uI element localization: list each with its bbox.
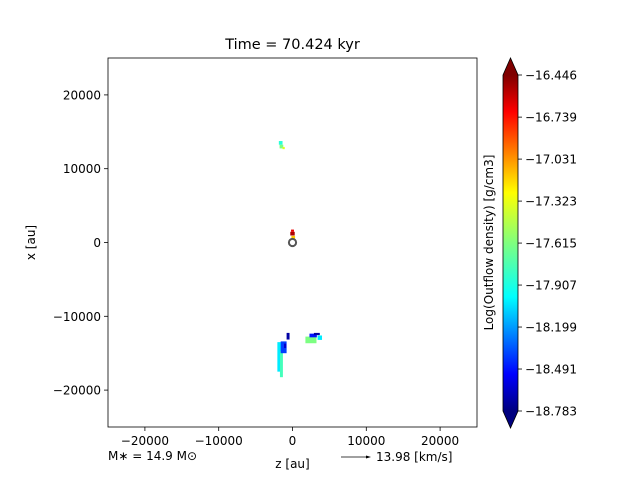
- y-axis-ticks: 20000 10000 0 −10000 −20000: [53, 88, 108, 398]
- colorbar-tick-label: −16.446: [525, 69, 577, 83]
- outflow-patch: [317, 335, 323, 340]
- colorbar: −16.446 −16.739 −17.031 −17.323 −17.615 −17.9…: [502, 57, 577, 429]
- y-tick-label: 10000: [63, 162, 101, 176]
- outflow-patch: [290, 231, 295, 236]
- y-tick-label: 20000: [63, 88, 101, 102]
- outflow-patch: [277, 342, 283, 372]
- y-tick-label: −20000: [53, 384, 101, 398]
- y-axis-label: x [au]: [24, 225, 38, 260]
- outflow-patch: [280, 341, 287, 354]
- velocity-scale-arrow: [341, 455, 371, 459]
- stellar-mass-annotation: M∗ = 14.9 M⊙: [108, 449, 197, 463]
- outflow-patches: [277, 141, 323, 378]
- y-tick-label: 0: [93, 236, 101, 250]
- colorbar-tick-label: −17.031: [525, 153, 577, 167]
- colorbar-tick-label: −17.907: [525, 279, 577, 293]
- outflow-patch: [279, 144, 284, 149]
- colorbar-tick-label: −18.783: [525, 405, 577, 419]
- colorbar-ticks: −16.446 −16.739 −17.031 −17.323 −17.615 −17.9…: [518, 69, 577, 419]
- x-tick-label: −20000: [121, 434, 169, 448]
- outflow-patch: [282, 146, 285, 150]
- colorbar-label: Log(Outflow density) [g/cm3]: [482, 155, 496, 331]
- outflow-patch: [305, 336, 317, 344]
- outflow-patch: [313, 332, 320, 336]
- colorbar-tick-label: −18.491: [525, 363, 577, 377]
- x-axis-ticks: −20000 −10000 0 10000 20000: [121, 427, 459, 448]
- x-axis-label: z [au]: [275, 457, 309, 471]
- outflow-patch: [278, 141, 283, 145]
- outflow-patch: [279, 351, 283, 378]
- colorbar-gradient: [503, 75, 518, 411]
- chart-title: Time = 70.424 kyr: [224, 37, 360, 53]
- outflow-patch: [291, 235, 296, 239]
- x-tick-label: 0: [289, 434, 297, 448]
- protostar-marker: [287, 237, 298, 248]
- x-tick-label: −10000: [195, 434, 243, 448]
- colorbar-tick-label: −16.739: [525, 111, 577, 125]
- outflow-patch: [309, 333, 317, 338]
- colorbar-extend-bottom: [503, 411, 518, 428]
- colorbar-extend-top: [503, 58, 518, 75]
- outflow-patch: [286, 332, 290, 340]
- outflow-patch: [284, 343, 287, 349]
- colorbar-tick-label: −18.199: [525, 321, 577, 335]
- x-tick-label: 20000: [421, 434, 459, 448]
- colorbar-tick-label: −17.615: [525, 237, 577, 251]
- plot-area: [108, 58, 477, 427]
- velocity-scale-label: 13.98 [km/s]: [376, 450, 452, 464]
- outflow-patch: [291, 229, 294, 232]
- colorbar-tick-label: −17.323: [525, 195, 577, 209]
- y-tick-label: −10000: [53, 310, 101, 324]
- x-tick-label: 10000: [347, 434, 385, 448]
